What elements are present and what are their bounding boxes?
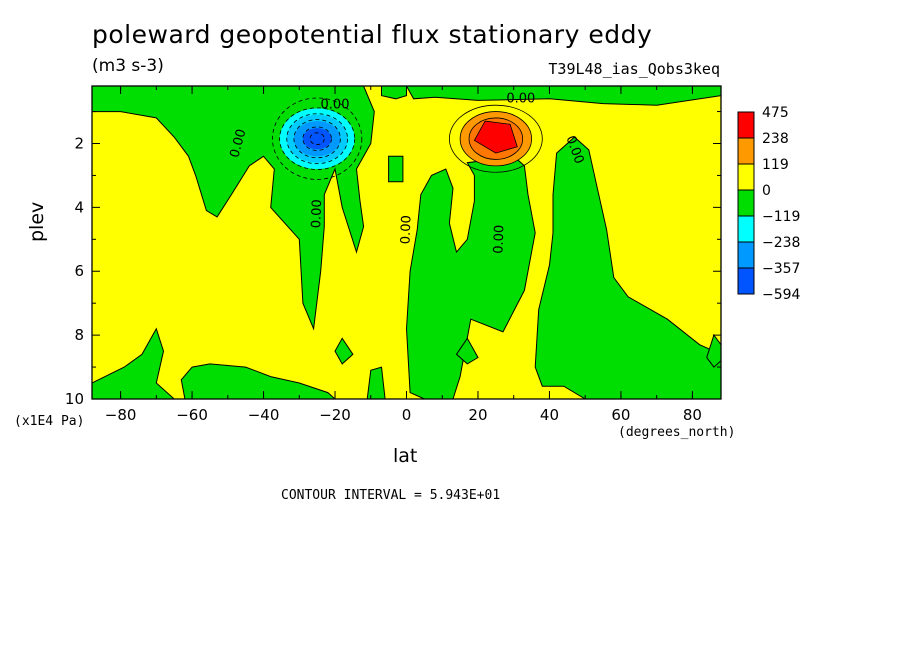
negative-region-12 — [706, 334, 721, 368]
y-tick-label: 8 — [74, 326, 84, 344]
negative-region-10 — [334, 337, 354, 365]
legend-swatch-3 — [737, 163, 755, 191]
y-axis-units: (x1E4 Pa) — [14, 414, 85, 429]
negative-region-7 — [92, 327, 175, 399]
contour-label-5: 0.00 — [309, 199, 325, 228]
negative-region-6 — [534, 136, 721, 399]
negative-region-9 — [366, 366, 386, 399]
y-tick-label: 10 — [65, 390, 84, 408]
negative-contour-1 — [272, 97, 363, 180]
x-tick-label: 60 — [611, 406, 630, 424]
x-tick-label: −60 — [176, 406, 208, 424]
negative-region-2 — [381, 86, 407, 100]
legend-swatch-7 — [737, 267, 755, 295]
x-tick-label: 0 — [402, 406, 412, 424]
x-tick-label: 80 — [683, 406, 702, 424]
x-tick-label: 40 — [540, 406, 559, 424]
legend-label-5: −119 — [762, 209, 800, 225]
x-axis-units: (degrees_north) — [618, 425, 736, 440]
negative-region-4 — [388, 155, 404, 183]
contour-label-6: 0.00 — [398, 215, 414, 244]
legend-swatch-4 — [737, 189, 755, 217]
negative-region-5 — [405, 155, 536, 399]
negative-contour-2 — [279, 107, 356, 170]
chart-title: poleward geopotential flux stationary ed… — [92, 20, 653, 49]
contour-label-7: 0.00 — [491, 225, 507, 254]
negative-region-8 — [180, 363, 336, 399]
contour-label-3: 0.00 — [228, 128, 250, 160]
run-id: T39L48_ias_Qobs3keq — [548, 60, 720, 78]
y-axis-label: plev — [26, 201, 48, 242]
x-tick-label: −40 — [248, 406, 280, 424]
legend-label-6: −238 — [762, 235, 800, 251]
legend-label-2: 238 — [762, 131, 789, 147]
legend-swatch-6 — [737, 241, 755, 269]
x-axis-label: lat — [393, 445, 418, 467]
contour-interval: CONTOUR INTERVAL = 5.943E+01 — [281, 488, 501, 503]
negative-region-11 — [455, 337, 479, 365]
x-tick-label: 20 — [468, 406, 487, 424]
negative-core-band-4 — [302, 128, 332, 150]
legend-label-8: −594 — [762, 287, 801, 303]
x-tick-label: −20 — [319, 406, 351, 424]
positive-core-max — [473, 120, 518, 154]
x-tick-label: −80 — [105, 406, 137, 424]
negative-contour-4 — [293, 119, 341, 159]
legend-label-4: 0 — [762, 183, 771, 199]
y-tick-label: 2 — [74, 134, 84, 152]
legend-swatch-5 — [737, 215, 755, 243]
legend-swatch-2 — [737, 137, 755, 165]
contour-label-1: 0.00 — [321, 98, 350, 113]
positive-contour-outer — [448, 104, 543, 173]
y-tick-label: 4 — [74, 198, 84, 216]
legend-label-1: 475 — [762, 105, 789, 121]
negative-contour-6 — [309, 132, 325, 145]
legend-swatch-1 — [737, 111, 755, 139]
contour-label-2: 0.00 — [506, 91, 535, 106]
negative-region-3 — [405, 86, 721, 106]
negative-contour-3 — [286, 113, 348, 165]
legend-label-3: 119 — [762, 157, 789, 173]
negative-contour-5 — [302, 126, 332, 151]
legend-label-7: −357 — [762, 261, 800, 277]
y-tick-label: 6 — [74, 262, 84, 280]
chart-units: (m3 s-3) — [92, 56, 164, 76]
